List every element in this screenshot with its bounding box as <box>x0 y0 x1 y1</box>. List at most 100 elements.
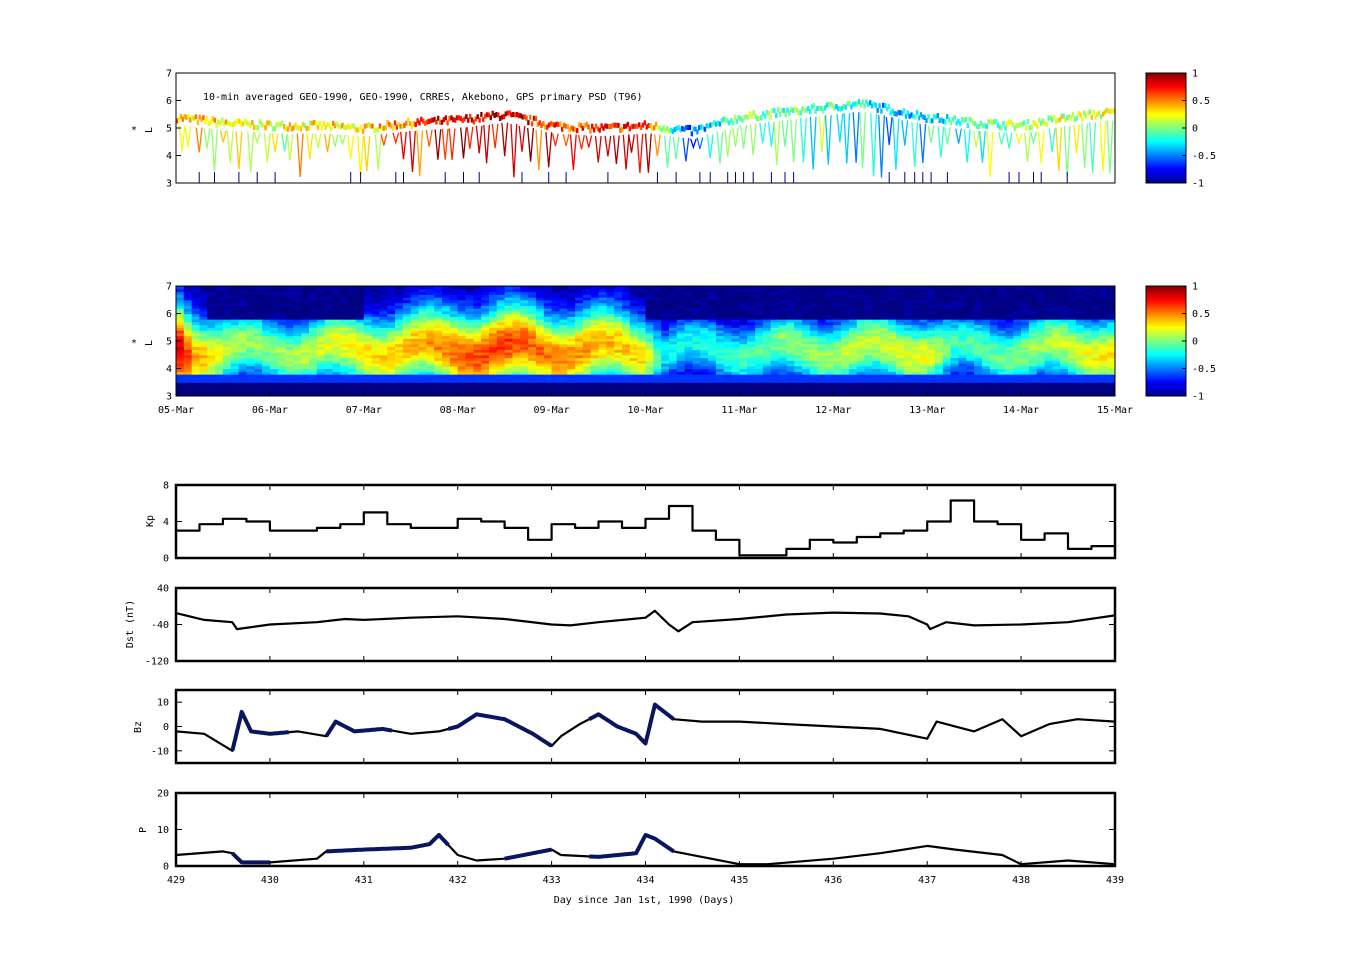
heatmap-cell <box>888 294 897 298</box>
heatmap-cell <box>739 387 748 392</box>
heatmap-cell <box>418 335 428 339</box>
psd-point <box>260 121 263 127</box>
heatmap-cell <box>230 324 240 328</box>
heatmap-cell <box>723 390 733 394</box>
heatmap-cell <box>238 313 248 317</box>
heatmap-cell <box>238 379 248 383</box>
heatmap-cell <box>356 288 365 293</box>
heatmap-cell <box>449 343 459 348</box>
psd-point <box>801 106 804 112</box>
heatmap-cell <box>786 324 795 328</box>
heatmap-cell <box>473 324 482 328</box>
heatmap-cell <box>935 357 944 361</box>
heatmap-cell <box>575 357 584 361</box>
heatmap-cell <box>888 319 897 323</box>
heatmap-cell <box>888 338 897 342</box>
heatmap-cell <box>778 321 787 326</box>
heatmap-cell <box>614 305 623 309</box>
heatmap-cell <box>606 354 615 359</box>
heatmap-cell <box>520 321 529 326</box>
heatmap-cell <box>966 308 975 312</box>
heatmap-cell <box>473 286 482 290</box>
heatmap-cell <box>802 390 811 394</box>
heatmap-cell <box>457 327 467 331</box>
heatmap-cell <box>590 302 600 306</box>
heatmap-cell <box>833 360 842 364</box>
heatmap-cell <box>653 288 662 293</box>
psd-point <box>767 110 770 116</box>
heatmap-cell <box>363 302 373 306</box>
heatmap-cell <box>778 346 787 350</box>
heatmap-cell <box>739 393 748 396</box>
heatmap-cell <box>629 346 639 350</box>
heatmap-cell <box>582 305 592 309</box>
heatmap-cell <box>402 297 412 301</box>
heatmap-cell <box>723 368 733 372</box>
psd-point <box>228 121 231 127</box>
heatmap-cell <box>590 305 600 309</box>
heatmap-cell <box>817 327 827 331</box>
heatmap-cell <box>935 368 944 372</box>
heatmap-cell <box>982 387 991 392</box>
psd-point <box>540 123 543 129</box>
psd-point <box>837 106 840 112</box>
heatmap-cell <box>301 330 310 334</box>
heatmap-cell <box>215 294 224 298</box>
heatmap-cell <box>825 302 834 306</box>
heatmap-cell <box>332 363 341 367</box>
heatmap-cell <box>762 365 772 370</box>
heatmap-cell <box>199 349 208 353</box>
heatmap-cell <box>856 327 866 331</box>
psd-point <box>405 120 408 126</box>
heatmap-cell <box>880 313 889 317</box>
heatmap-cell <box>614 294 623 298</box>
psd-point <box>992 119 996 125</box>
heatmap-cell <box>371 387 381 392</box>
heatmap-cell <box>575 297 584 301</box>
heatmap-cell <box>715 393 725 396</box>
heatmap-cell <box>739 302 748 306</box>
heatmap-cell <box>246 385 255 389</box>
heatmap-cell <box>958 368 967 372</box>
heatmap-cell <box>817 324 827 328</box>
heatmap-cell <box>833 316 842 320</box>
heatmap-cell <box>324 368 334 372</box>
heatmap-cell <box>919 294 928 298</box>
heatmap-cell <box>442 321 451 326</box>
heatmap-cell <box>864 288 874 293</box>
heatmap-cell <box>449 288 459 293</box>
heatmap-cell <box>176 393 185 396</box>
heatmap-cell <box>778 393 787 396</box>
heatmap-cell <box>418 319 428 323</box>
psd-point <box>198 114 201 120</box>
heatmap-cell <box>895 385 905 389</box>
heatmap-cell <box>880 385 889 389</box>
heatmap-cell <box>817 305 827 309</box>
heatmap-cell <box>543 393 553 396</box>
heatmap-cell <box>551 297 561 301</box>
heatmap-cell <box>919 302 928 306</box>
heatmap-cell <box>504 316 514 320</box>
heatmap-cell <box>653 357 662 361</box>
psd-point <box>882 102 885 108</box>
heatmap-cell <box>747 288 756 293</box>
heatmap-cell <box>465 310 474 315</box>
heatmap-cell <box>222 294 232 298</box>
psd-pass-trace <box>569 134 577 170</box>
heatmap-cell <box>473 371 482 375</box>
heatmap-cell <box>676 319 686 323</box>
heatmap-cell <box>512 302 521 306</box>
heatmap-cell <box>974 338 983 342</box>
heatmap-cell <box>849 310 858 315</box>
heatmap-cell <box>340 294 349 298</box>
heatmap-cell <box>457 382 467 386</box>
heatmap-cell <box>825 368 834 372</box>
heatmap-cell <box>418 308 428 312</box>
psd-point <box>869 100 872 106</box>
heatmap-cell <box>700 299 709 304</box>
heatmap-cell <box>935 316 944 320</box>
heatmap-cell <box>183 341 193 345</box>
heatmap-cell <box>974 286 983 290</box>
heatmap-cell <box>935 385 944 389</box>
heatmap-cell <box>622 387 631 392</box>
